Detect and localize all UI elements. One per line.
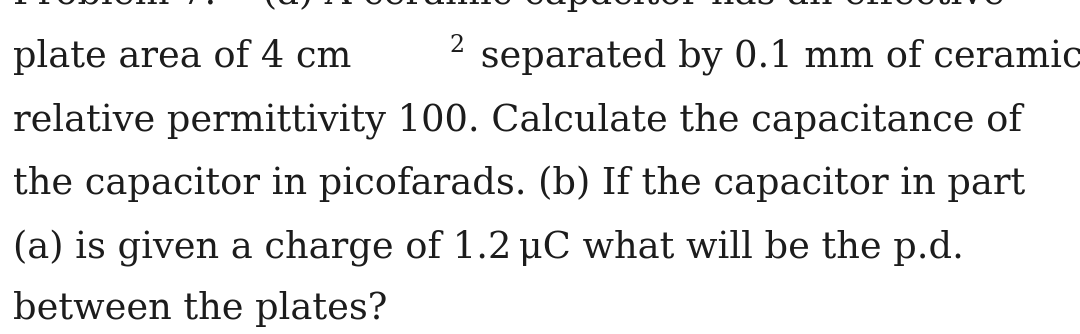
Text: between the plates?: between the plates?	[13, 291, 388, 327]
Text: the capacitor in picofarads. (b) If the capacitor in part: the capacitor in picofarads. (b) If the …	[13, 166, 1025, 202]
Text: separated by 0.1 mm of ceramic of: separated by 0.1 mm of ceramic of	[469, 39, 1080, 75]
Text: (a) is given a charge of 1.2 μC what will be the p.d.: (a) is given a charge of 1.2 μC what wil…	[13, 228, 963, 266]
Text: Problem 7.    (a) A ceramic capacitor has an effective: Problem 7. (a) A ceramic capacitor has a…	[13, 0, 1004, 12]
Text: 2: 2	[449, 34, 464, 57]
Text: relative permittivity 100. Calculate the capacitance of: relative permittivity 100. Calculate the…	[13, 102, 1022, 139]
Text: plate area of 4 cm: plate area of 4 cm	[13, 39, 351, 75]
